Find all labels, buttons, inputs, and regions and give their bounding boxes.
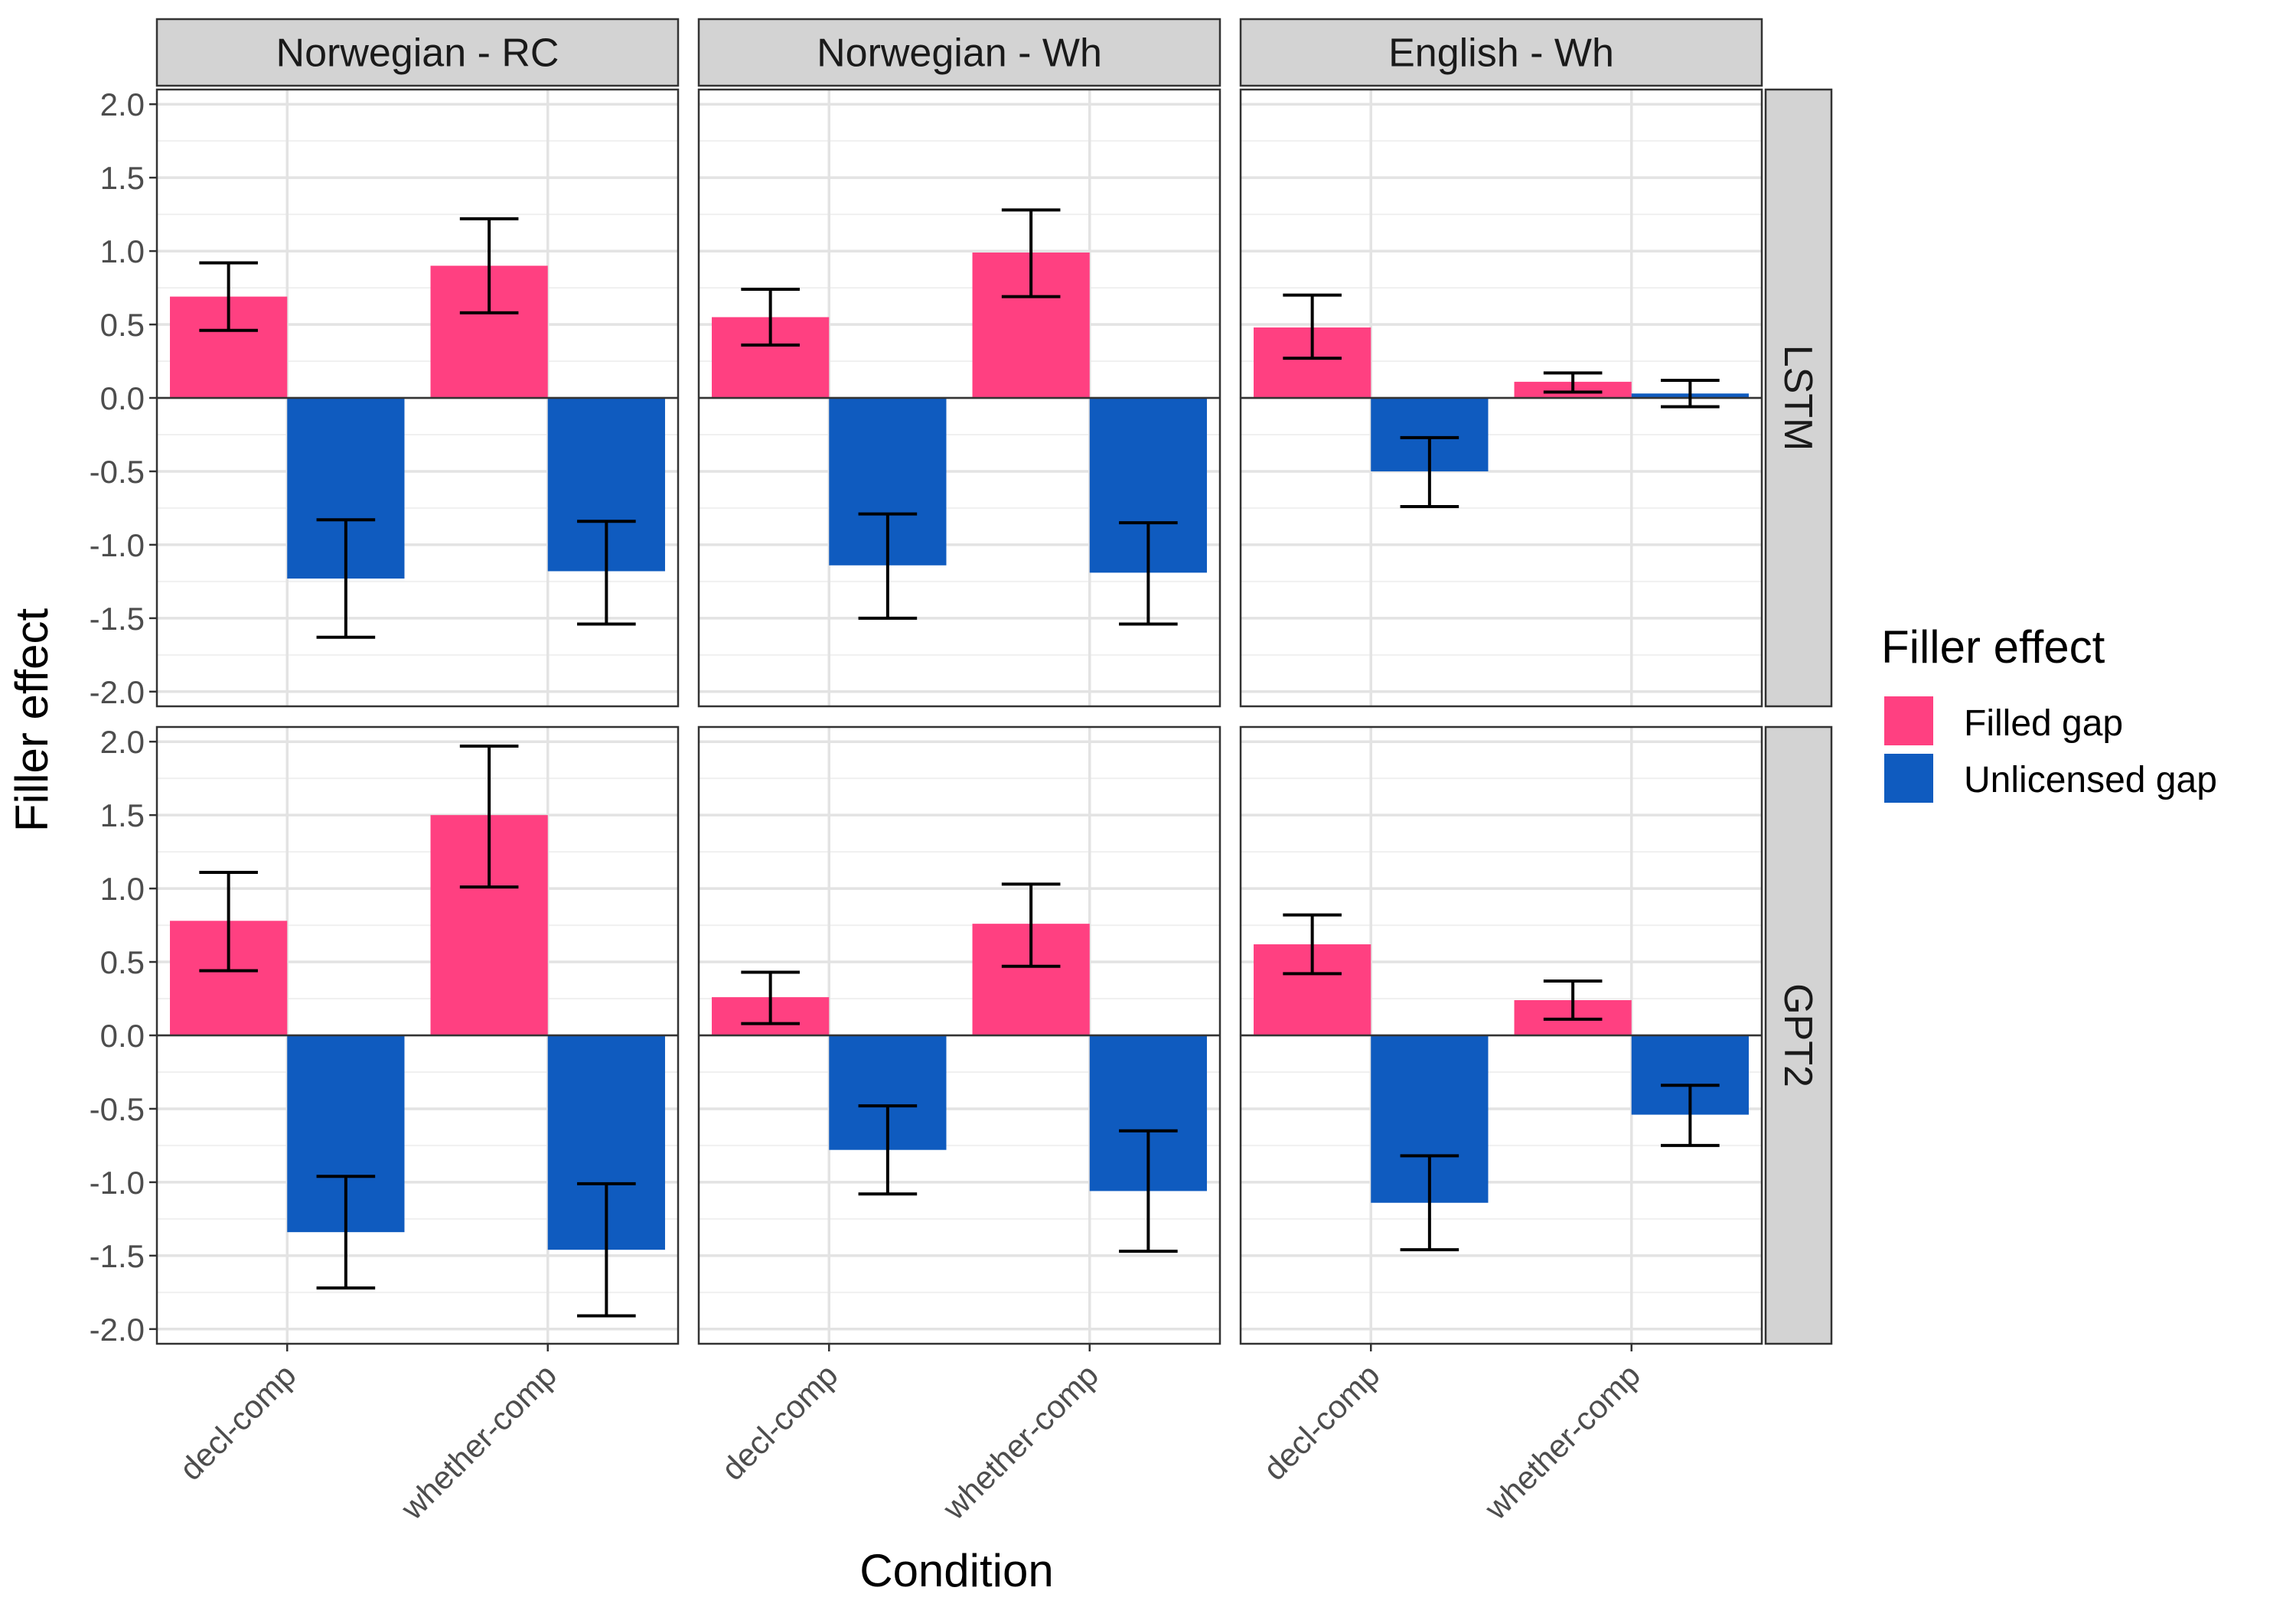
error-bar-unlicensed-gap-whether-comp (1661, 1084, 1720, 1147)
y-tick-label: -2.0 (90, 674, 145, 710)
y-tick-label: -0.5 (90, 454, 145, 490)
panel-gpt2-norwegian-rc (155, 725, 680, 1345)
x-tick-label: whether-comp (1477, 1357, 1647, 1527)
error-bar-unlicensed-gap-decl-comp (858, 1104, 918, 1196)
error-bar-unlicensed-gap-decl-comp (1400, 435, 1459, 509)
y-tick-label: -0.5 (90, 1091, 145, 1127)
y-axis-title: Filler effect (6, 608, 57, 833)
error-bar-filled-gap-whether-comp (1543, 979, 1603, 1021)
panel-lstm-norwegian-rc (155, 88, 680, 708)
panel-lstm-english-wh (1239, 88, 1763, 708)
error-bar-unlicensed-gap-whether-comp (577, 520, 636, 626)
error-bar-unlicensed-gap-decl-comp (316, 1175, 376, 1290)
strip-background (1239, 18, 1763, 87)
row-strip-gpt2: GPT2 (1764, 725, 1833, 1345)
strip-background (155, 18, 680, 87)
panel-border (1239, 88, 1763, 708)
y-tick-label: 2.0 (100, 86, 145, 122)
y-tick-label: -1.0 (90, 527, 145, 563)
error-bar-unlicensed-gap-whether-comp (1661, 378, 1720, 409)
y-tick-label: 1.0 (100, 233, 145, 269)
strip-label: LSTM (1776, 345, 1820, 451)
error-bar-unlicensed-gap-decl-comp (316, 518, 376, 639)
error-bar-unlicensed-gap-decl-comp (1400, 1154, 1459, 1252)
panel-border (697, 725, 1221, 1345)
error-bar-filled-gap-whether-comp (1543, 371, 1603, 394)
panels-layer (155, 88, 1763, 1345)
facet-strips: Norwegian - RC Norwegian - Wh English - Wh… (155, 18, 1833, 1345)
column-strip-english-wh: English - Wh (1239, 18, 1763, 87)
error-bar-filled-gap-decl-comp (199, 870, 258, 973)
column-strip-norwegian-wh: Norwegian - Wh (697, 18, 1221, 87)
legend-label-unlicensed-gap: Unlicensed gap (1964, 760, 2217, 800)
y-tick-label: -1.0 (90, 1165, 145, 1201)
legend: Filler effect Filled gap Unlicensed gap (1881, 621, 2217, 803)
error-bar-filled-gap-whether-comp (1001, 882, 1061, 968)
x-tick-label: whether-comp (393, 1357, 563, 1527)
legend-swatch-filled-gap (1884, 696, 1933, 745)
error-bar-unlicensed-gap-whether-comp (1119, 1129, 1178, 1253)
y-axis: 2.0 1.5 1.0 0.5 0.0 -0.5 -1.0 -1.5 -2.0 2.0 1.5 1.0… (90, 86, 157, 1348)
panel-gpt2-english-wh (1239, 725, 1763, 1345)
strip-label: Norwegian - RC (276, 31, 559, 76)
error-bar-filled-gap-decl-comp (741, 970, 800, 1025)
error-bar-filled-gap-whether-comp (1001, 208, 1061, 298)
x-tick-label: decl-comp (714, 1357, 844, 1487)
error-bar-filled-gap-whether-comp (459, 744, 519, 889)
strip-background (1764, 88, 1833, 708)
x-tick-label: whether-comp (935, 1357, 1105, 1527)
y-tick-label: 1.5 (100, 160, 145, 196)
strip-background (1764, 725, 1833, 1345)
panel-border (697, 88, 1221, 708)
error-bar-filled-gap-decl-comp (1283, 293, 1342, 360)
y-tick-label: -2.0 (90, 1312, 145, 1348)
strip-label: GPT2 (1776, 983, 1820, 1087)
error-bar-unlicensed-gap-whether-comp (1119, 521, 1178, 626)
legend-title: Filler effect (1881, 621, 2105, 673)
y-tick-label: 0.0 (100, 1018, 145, 1054)
error-bar-unlicensed-gap-decl-comp (858, 512, 918, 620)
error-bar-filled-gap-decl-comp (199, 261, 258, 332)
panel-lstm-norwegian-wh (697, 88, 1221, 708)
panel-border (1239, 725, 1763, 1345)
y-tick-label: 2.0 (100, 724, 145, 760)
x-axis: decl-comp whether-comp decl-comp whether-co… (172, 1344, 1647, 1527)
error-bar-filled-gap-whether-comp (459, 217, 519, 315)
y-tick-label: 0.5 (100, 944, 145, 980)
x-tick-label: decl-comp (172, 1357, 302, 1487)
row-strip-lstm: LSTM (1764, 88, 1833, 708)
strip-background (697, 18, 1221, 87)
y-tick-label: 1.0 (100, 871, 145, 907)
x-axis-title: Condition (859, 1545, 1054, 1596)
error-bar-filled-gap-decl-comp (741, 287, 800, 347)
column-strip-norwegian-rc: Norwegian - RC (155, 18, 680, 87)
y-tick-label: 0.5 (100, 307, 145, 343)
panel-gpt2-norwegian-wh (697, 725, 1221, 1345)
y-tick-label: -1.5 (90, 1238, 145, 1274)
strip-label: Norwegian - Wh (817, 31, 1102, 76)
error-bar-unlicensed-gap-whether-comp (577, 1182, 636, 1318)
x-tick-label: decl-comp (1256, 1357, 1386, 1487)
error-bar-filled-gap-decl-comp (1283, 913, 1342, 976)
y-tick-label: -1.5 (90, 601, 145, 637)
strip-label: English - Wh (1388, 31, 1614, 76)
legend-label-filled-gap: Filled gap (1964, 703, 2123, 744)
y-tick-label: 1.5 (100, 797, 145, 833)
legend-swatch-unlicensed-gap (1884, 754, 1933, 803)
y-tick-label: 0.0 (100, 380, 145, 416)
